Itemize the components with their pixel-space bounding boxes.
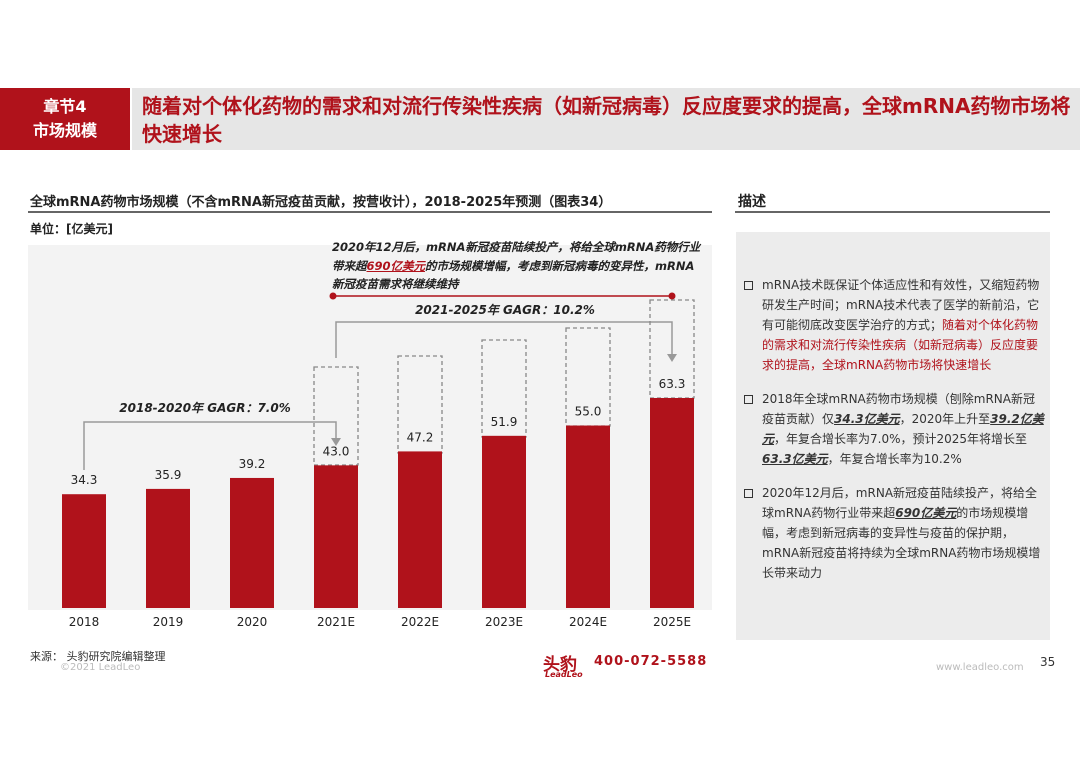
- bar: [398, 451, 442, 608]
- cagr-label: 2021-2025年 GAGR：10.2%: [415, 303, 595, 317]
- chart-title: 全球mRNA药物市场规模（不含mRNA新冠疫苗贡献，按营收计），2018-202…: [30, 195, 612, 210]
- note-text: 的市场规模增幅，考虑到新冠病毒的变异性，mRNA新冠疫苗需求将继续维持: [332, 258, 695, 292]
- bar: [314, 465, 358, 608]
- value-label: 63.3: [659, 377, 686, 391]
- page-number: 35: [1040, 655, 1056, 669]
- value-label: 39.2: [239, 457, 266, 471]
- note-dot: [329, 292, 337, 300]
- arrow-head: [667, 354, 677, 362]
- website: www.leadleo.com: [936, 662, 1024, 673]
- desc-text: 690亿美元: [895, 506, 957, 520]
- desc-item: mRNA技术既保证个体适应性和有效性，又缩短药物研发生产时间；mRNA技术代表了…: [740, 275, 1046, 375]
- desc-text: 39.2亿美元: [762, 412, 1044, 446]
- slide-title: 随着对个体化药物的需求和对流行传染性疾病（如新冠病毒）反应度要求的提高，全球mR…: [142, 94, 1071, 146]
- x-tick-label: 2020: [237, 615, 268, 629]
- note-text: 2020年12月后，mRNA新冠疫苗陆续投产，将给全球mRNA药物行业带来超: [332, 240, 701, 273]
- phone: 400-072-5588: [594, 654, 708, 669]
- x-tick-label: 2019: [153, 615, 184, 629]
- cagr-arrow: [335, 321, 673, 358]
- logo-sub: LeadLeo: [545, 670, 583, 679]
- section-tag: 章节4 市场规模: [0, 88, 130, 150]
- value-label: 34.3: [71, 473, 98, 487]
- section-name: 市场规模: [32, 121, 97, 140]
- cagr-arrow: [83, 421, 337, 470]
- value-label: 51.9: [491, 415, 518, 429]
- value-label: 35.9: [155, 468, 182, 482]
- value-label: 43.0: [323, 444, 350, 458]
- desc-title: 描述: [738, 194, 766, 210]
- title-band: [132, 88, 1080, 150]
- bar: [482, 435, 526, 608]
- desc-text: ，年复合增长率为7.0%，预计2025年将增长至: [774, 432, 1028, 446]
- desc-box: [736, 232, 1050, 640]
- desc-list: mRNA技术既保证个体适应性和有效性，又缩短药物研发生产时间；mRNA技术代表了…: [740, 275, 1046, 597]
- desc-item: 2020年12月后，mRNA新冠疫苗陆续投产，将给全球mRNA药物行业带来超69…: [740, 483, 1046, 583]
- value-label: 47.2: [407, 430, 434, 444]
- section-number: 章节4: [43, 97, 87, 116]
- desc-text: 随着对个体化药物的需求和对流行传染性疾病（如新冠病毒）反应度要求的提高，全球mR…: [762, 318, 1039, 372]
- value-label: 55.0: [575, 405, 602, 419]
- desc-text: 2020年12月后，mRNA新冠疫苗陆续投产，将给全球mRNA药物行业带来超: [762, 486, 1038, 520]
- note-text: 690亿美元: [366, 258, 426, 273]
- x-tick-label: 2021E: [317, 615, 355, 629]
- desc-text: 63.3亿美元: [762, 452, 828, 466]
- copyright: ©2021 LeadLeo: [60, 662, 141, 673]
- x-tick-label: 2024E: [569, 615, 607, 629]
- arrow-head: [331, 438, 341, 446]
- x-tick-label: 2025E: [653, 615, 691, 629]
- desc-text: 34.3亿美元: [834, 412, 900, 426]
- logo: 头豹: [543, 655, 577, 675]
- desc-text: mRNA技术既保证个体适应性和有效性，又缩短药物研发生产时间；mRNA技术代表了…: [762, 278, 1040, 332]
- x-tick-label: 2018: [69, 615, 100, 629]
- bar: [650, 398, 694, 608]
- desc-text: 的市场规模增幅，考虑到新冠病毒的变异性与疫苗的保护期，mRNA新冠疫苗将持续为全…: [762, 506, 1041, 580]
- x-tick-label: 2023E: [485, 615, 523, 629]
- note-dot: [668, 292, 676, 300]
- desc-text: 2018年全球mRNA药物市场规模（刨除mRNA新冠疫苗贡献）仅: [762, 392, 1035, 426]
- desc-item: 2018年全球mRNA药物市场规模（刨除mRNA新冠疫苗贡献）仅34.3亿美元，…: [740, 389, 1046, 469]
- bar: [62, 494, 106, 608]
- bar: [566, 425, 610, 608]
- source: 来源： 头豹研究院编辑整理: [30, 650, 166, 663]
- bar: [230, 477, 274, 608]
- desc-text: ，年复合增长率为10.2%: [827, 452, 962, 466]
- unit-label: 单位：[亿美元]: [30, 222, 113, 236]
- bar: [146, 488, 190, 608]
- chart-note: 2020年12月后，mRNA新冠疫苗陆续投产，将给全球mRNA药物行业带来超69…: [332, 238, 702, 294]
- x-tick-label: 2022E: [401, 615, 439, 629]
- desc-text: ，2020年上升至: [899, 412, 991, 426]
- cagr-label: 2018-2020年 GAGR：7.0%: [119, 401, 290, 415]
